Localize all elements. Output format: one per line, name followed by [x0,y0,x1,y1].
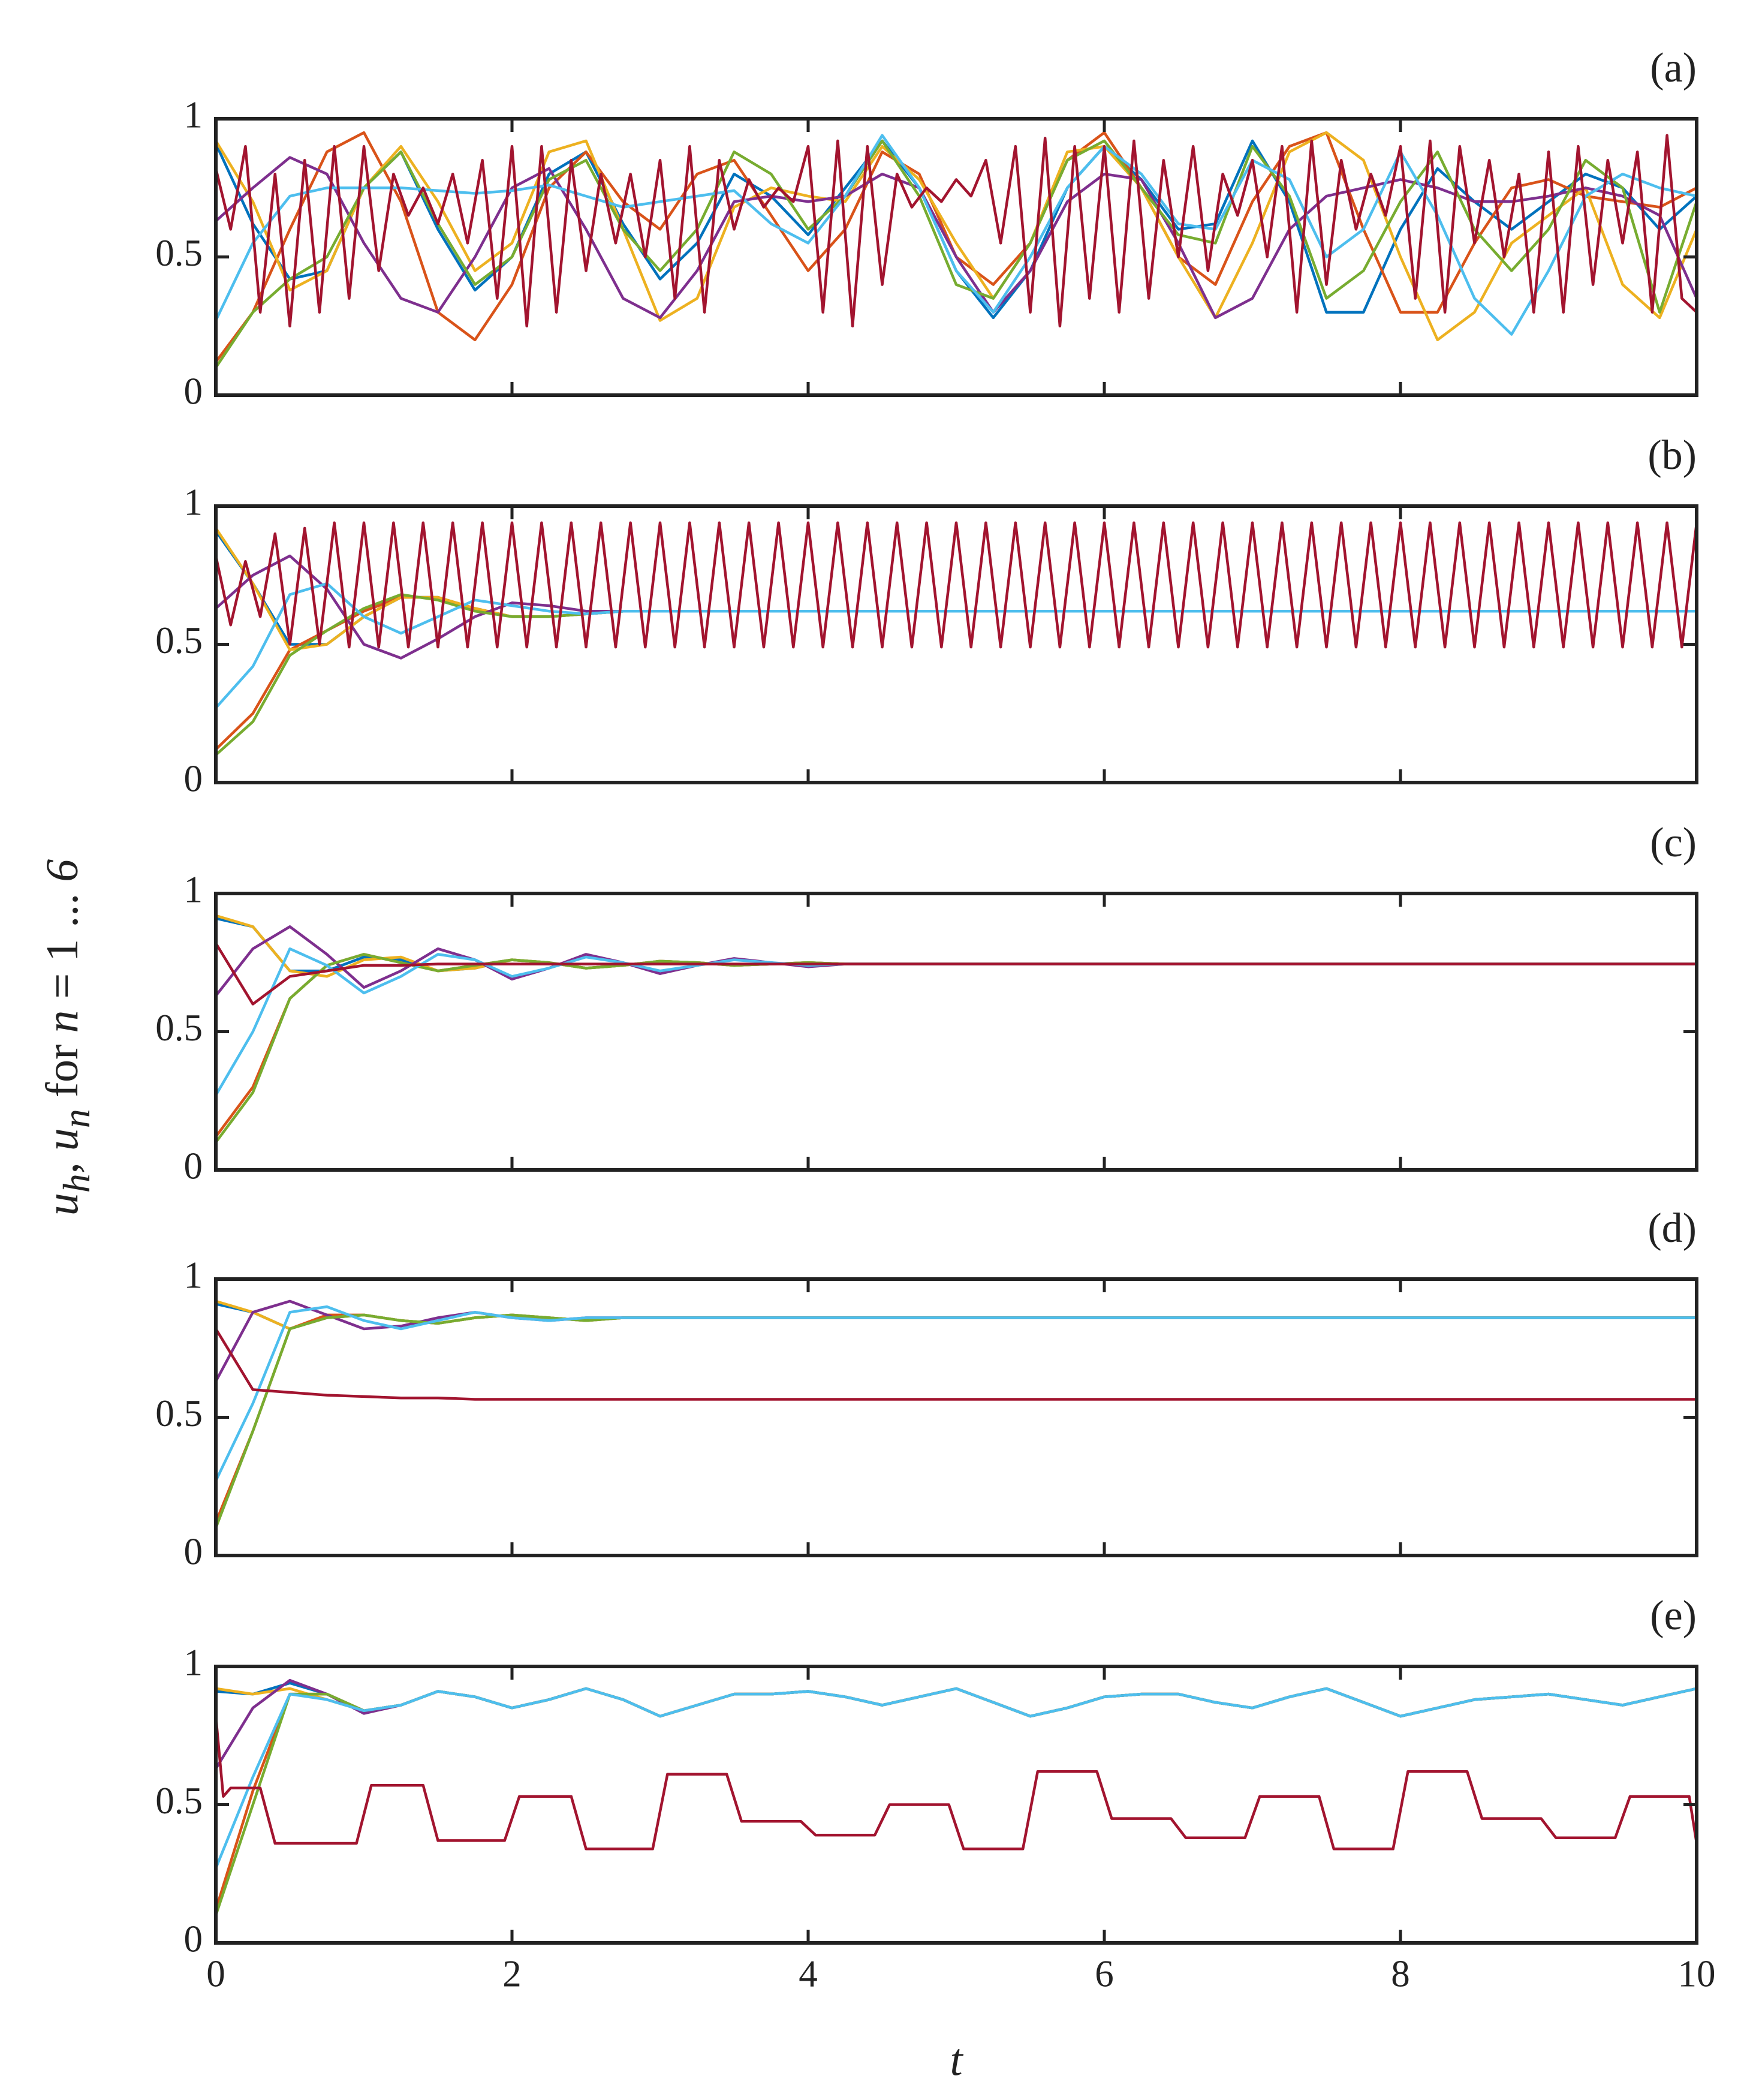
y-tick-label: 1 [184,868,203,910]
series-line [216,593,1697,756]
plot-area [216,521,1697,756]
y-tick-label: 1 [184,1254,203,1296]
series-line [216,1678,1697,1770]
y-axis-label: uh, un for n = 1 ... 6 [37,859,97,1216]
series-line [216,914,1697,978]
panel-label: (a) [1650,45,1697,91]
y-label-part: n [37,1010,88,1033]
y-label-part: , [37,1151,88,1174]
series-line [216,131,1697,363]
y-tick-label: 1 [184,481,203,523]
series-line [216,1313,1697,1523]
plot-area [216,914,1697,1144]
x-tick-label: 2 [502,1952,522,1994]
y-label-part: h [55,1174,98,1193]
x-tick-label: 8 [1391,1952,1410,1994]
plot-area [216,1299,1697,1529]
y-tick-label: 1 [184,94,203,136]
y-label-part: 6 [37,859,88,882]
y-tick-label: 0.5 [155,1392,203,1434]
series-line [216,1716,1697,1851]
series-line [216,134,1697,328]
series-line [216,1328,1697,1401]
series-line [216,1687,1697,1916]
y-label-part: u [37,1193,88,1216]
x-tick-label: 10 [1678,1952,1716,1994]
panel-label: (d) [1647,1205,1697,1251]
y-tick-label: 0 [184,757,203,799]
series-line [216,530,1697,646]
axes-frame [214,1277,1698,1557]
x-tick-label: 0 [206,1952,225,1994]
y-label-part: = 1 ... [37,882,88,1010]
axes-frame [214,1665,1698,1945]
x-tick-label: 6 [1095,1952,1114,1994]
series-line [216,1305,1697,1482]
y-tick-label: 0.5 [155,1007,203,1049]
series-line [216,953,1697,1138]
plot-area [216,1678,1697,1916]
series-line [216,1313,1697,1529]
series-line [216,139,1697,369]
series-line [216,156,1697,320]
y-tick-label: 0 [184,1918,203,1960]
y-tick-label: 0 [184,1530,203,1572]
series-line [216,521,1697,649]
series-line [216,595,1697,751]
axes-frame [214,117,1698,397]
y-tick-label: 1 [184,1641,203,1683]
axes-frame [214,892,1698,1172]
y-tick-label: 0.5 [155,619,203,661]
series-line [216,1299,1697,1331]
series-line [216,953,1697,1144]
y-label-part: for [37,1033,88,1109]
y-tick-label: 0.5 [155,1780,203,1822]
y-label-part: n [55,1109,98,1128]
series-line [216,1687,1697,1869]
series-line [216,925,1697,997]
y-tick-label: 0 [184,370,203,412]
series-line [216,527,1697,651]
axes-frame [214,504,1698,784]
panel-label: (b) [1647,432,1697,479]
series-line [216,1299,1697,1382]
series-line [216,131,1697,342]
y-tick-label: 0 [184,1145,203,1187]
y-tick-label: 0.5 [155,232,203,274]
panel-label: (e) [1650,1593,1697,1639]
x-tick-label: 4 [799,1952,818,1994]
x-axis-label: t [950,2035,963,2085]
series-line [216,942,1697,1006]
plot-area [216,131,1697,369]
y-label-part: u [37,1128,88,1151]
panel-label: (c) [1650,820,1697,866]
